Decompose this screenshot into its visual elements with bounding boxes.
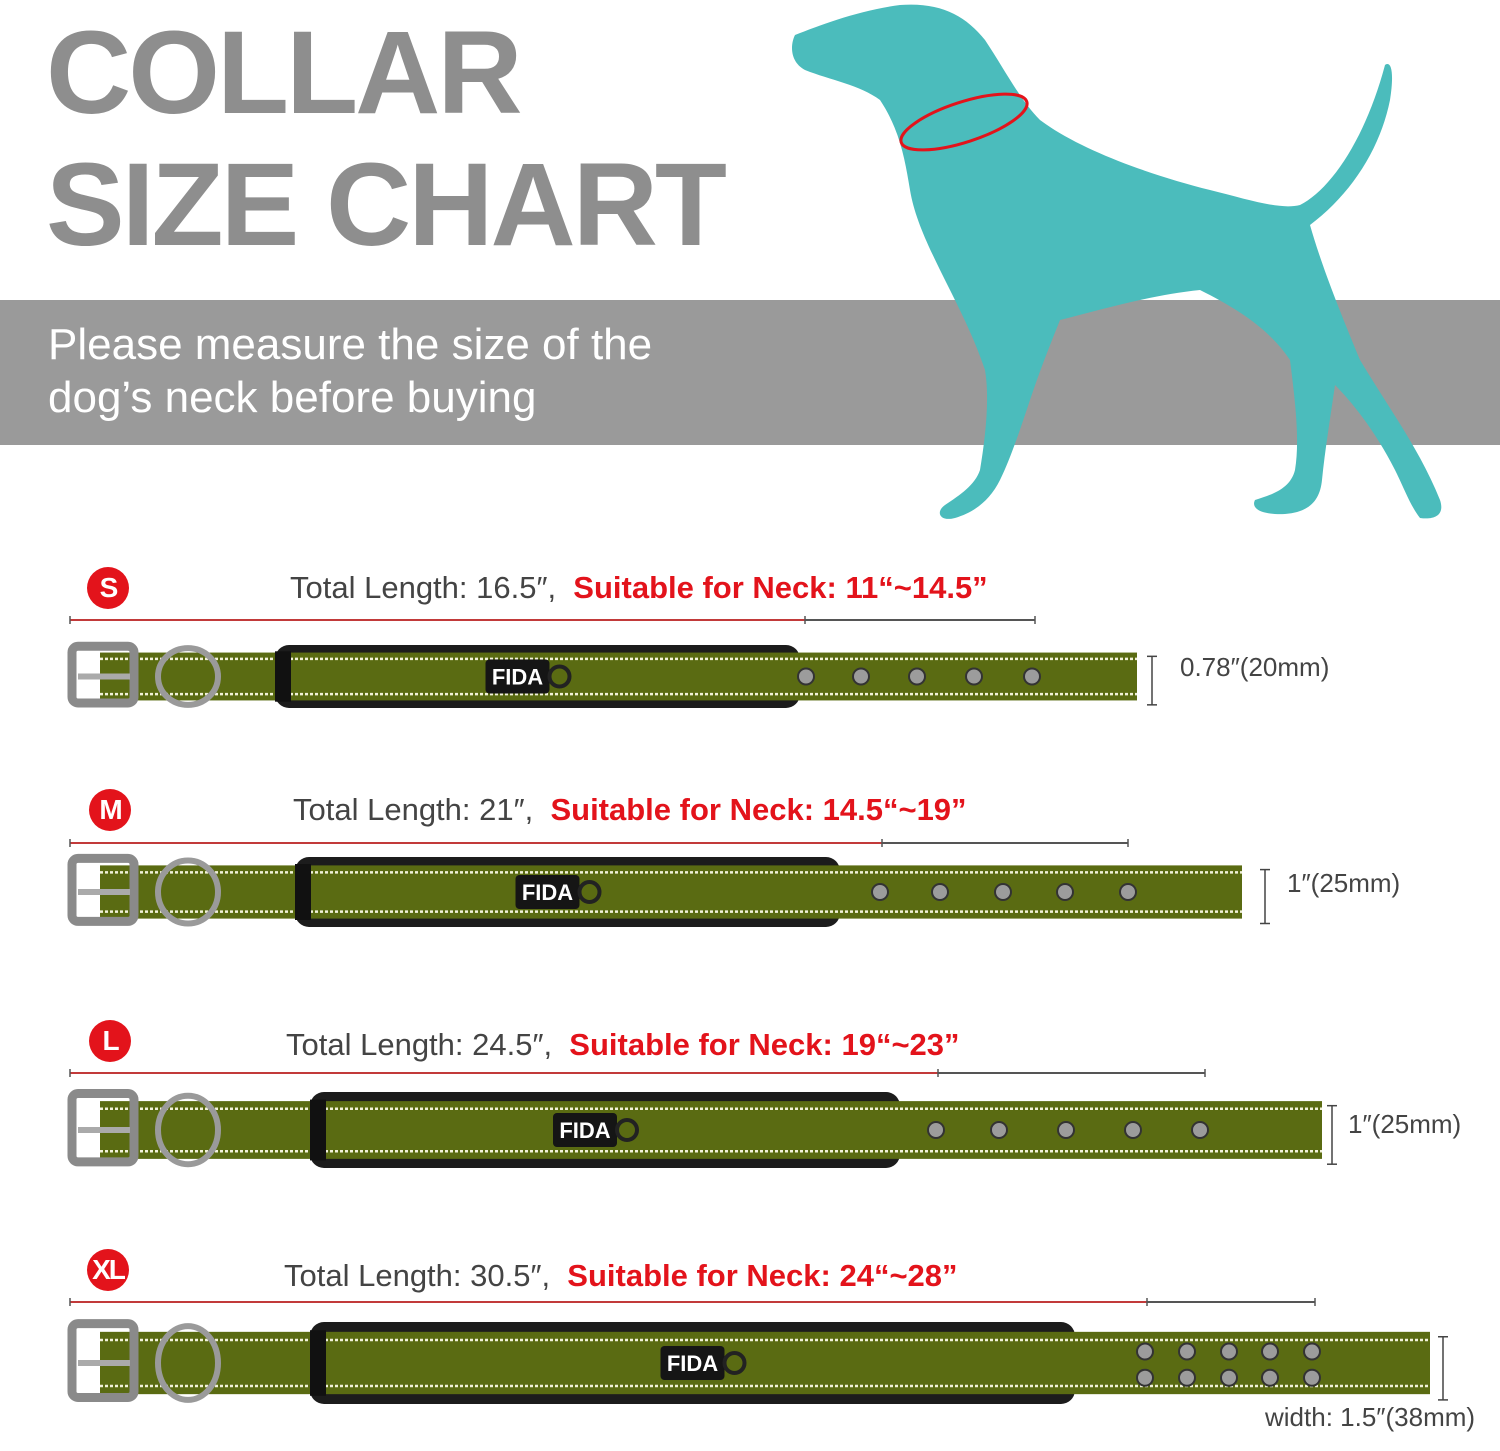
grommet-hole [871, 883, 889, 901]
grommet-hole [927, 1121, 945, 1139]
keeper-loop [295, 864, 311, 920]
grommet-hole [1178, 1342, 1196, 1361]
neck-range: Suitable for Neck: 11“~14.5” [573, 570, 988, 605]
grommet-hole [1178, 1368, 1196, 1387]
tag-ring [577, 880, 602, 904]
grommet-hole [1136, 1368, 1154, 1387]
neck-range: Suitable for Neck: 19“~23” [569, 1027, 960, 1062]
size-badge: S [87, 567, 129, 609]
collar-s: FIDA [67, 616, 1157, 708]
size-badge: L [89, 1020, 131, 1062]
collar-width-label: 1″(25mm) [1287, 868, 1401, 898]
instruction-line-1: Please measure the size of the [48, 320, 653, 369]
dog-silhouette [792, 4, 1442, 519]
keeper-loop [310, 1330, 326, 1396]
grommet-hole [931, 883, 949, 901]
grommet-hole [1191, 1121, 1209, 1139]
instruction-line-2: dog’s neck before buying [48, 373, 537, 422]
size-badge: XL [87, 1249, 129, 1291]
tag-ring [547, 664, 572, 689]
collar-strap [100, 865, 1242, 919]
d-ring [155, 857, 221, 927]
d-ring [155, 1092, 221, 1168]
grommet-hole [852, 667, 870, 686]
d-ring [155, 645, 221, 708]
grommet-hole [908, 667, 926, 686]
collar-l: FIDA [67, 1069, 1337, 1168]
collar-strap [100, 1101, 1322, 1159]
tag-ring [615, 1118, 639, 1142]
neck-range: Suitable for Neck: 24“~28” [567, 1258, 958, 1293]
brand-logo-text: FIDA [667, 1351, 718, 1376]
keeper-loop [310, 1099, 326, 1161]
grommet-hole [1220, 1368, 1238, 1387]
brand-tag [660, 1346, 725, 1380]
brand-tag [515, 875, 580, 909]
brand-logo-text: FIDA [559, 1118, 610, 1143]
grommet-hole [990, 1121, 1008, 1139]
buckle [67, 853, 139, 926]
collar-width-label: 0.78″(20mm) [1180, 652, 1330, 682]
title-line-2: SIZE CHART [46, 139, 727, 271]
size-info: Total Length: 30.5″, Suitable for Neck: … [284, 1258, 958, 1294]
neck-measure-ring [899, 92, 1029, 152]
grommet-hole [797, 667, 815, 686]
grommet-hole [1136, 1342, 1154, 1361]
buckle [67, 1089, 139, 1167]
collar-width-label: 1″(25mm) [1348, 1109, 1462, 1139]
grommet-hole [994, 883, 1012, 901]
buckle [67, 641, 139, 708]
brand-logo-text: FIDA [492, 665, 543, 690]
title-line-1: COLLAR [46, 7, 523, 139]
collar-xl: FIDA [67, 1298, 1448, 1404]
collar-m: FIDA [67, 839, 1270, 927]
size-badge: M [89, 789, 131, 831]
grommet-hole [1056, 883, 1074, 901]
grommet-hole [1220, 1342, 1238, 1361]
size-info: Total Length: 24.5″, Suitable for Neck: … [286, 1027, 960, 1063]
brand-logo-text: FIDA [522, 880, 573, 905]
collar-strap [100, 652, 1137, 701]
grommet-hole [1057, 1121, 1075, 1139]
size-info: Total Length: 16.5″, Suitable for Neck: … [290, 570, 988, 606]
size-info: Total Length: 21″, Suitable for Neck: 14… [293, 792, 967, 828]
brand-tag [553, 1113, 617, 1147]
buckle [67, 1319, 139, 1402]
total-length: Total Length: 30.5″, [284, 1258, 551, 1293]
keeper-loop [275, 651, 291, 702]
total-length: Total Length: 21″, [293, 792, 534, 827]
neck-range: Suitable for Neck: 14.5“~19” [550, 792, 967, 827]
collar-width-label: width: 1.5″(38mm) [1265, 1402, 1476, 1432]
d-ring [155, 1323, 221, 1403]
dog-silhouette-illustration [792, 4, 1442, 519]
brand-tag [485, 659, 550, 694]
grommet-hole [1261, 1342, 1279, 1361]
total-length: Total Length: 24.5″, [286, 1027, 553, 1062]
grommet-hole [1124, 1121, 1142, 1139]
tag-ring [722, 1351, 747, 1375]
instruction-band [0, 300, 1500, 445]
grommet-hole [1303, 1368, 1321, 1387]
grommet-hole [965, 667, 983, 686]
grommet-hole [1303, 1342, 1321, 1361]
total-length: Total Length: 16.5″, [290, 570, 557, 605]
grommet-hole [1023, 667, 1041, 686]
grommet-hole [1119, 883, 1137, 901]
grommet-hole [1261, 1368, 1279, 1387]
